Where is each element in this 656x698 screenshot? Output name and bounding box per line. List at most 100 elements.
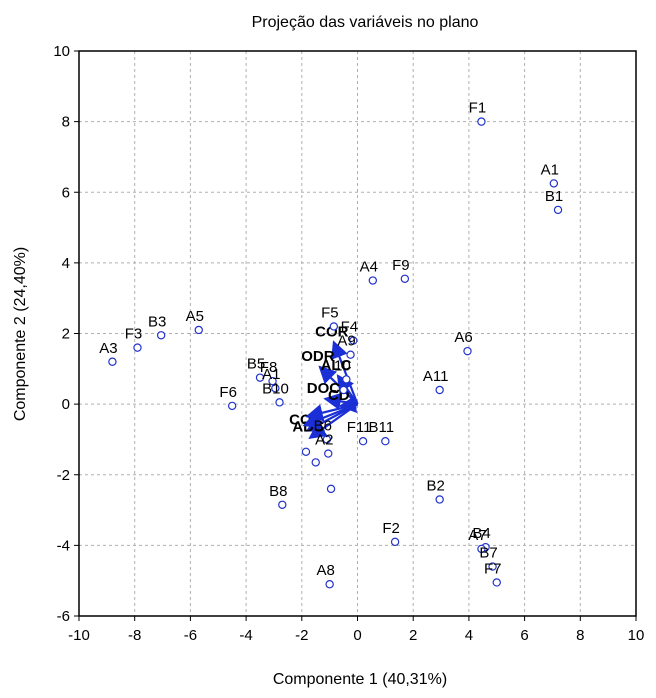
data-point bbox=[553, 205, 563, 215]
variable-vector-label: COR bbox=[315, 323, 349, 340]
chart-title: Projeção das variáveis no plano bbox=[252, 14, 479, 31]
x-tick-label: -8 bbox=[128, 627, 141, 644]
variable-vector bbox=[302, 403, 358, 428]
x-axis-title: Componente 1 (40,31%) bbox=[273, 671, 447, 688]
data-point bbox=[329, 322, 339, 331]
data-point-label: B7 bbox=[479, 545, 497, 562]
data-point bbox=[381, 437, 390, 446]
data-point-label: F2 bbox=[382, 520, 400, 537]
variable-vector-label: ALC bbox=[321, 357, 352, 374]
data-point bbox=[133, 343, 142, 352]
variable-vector bbox=[308, 403, 359, 439]
y-tick-label: 4 bbox=[62, 255, 70, 272]
data-point-label: A8 bbox=[316, 562, 334, 579]
data-point bbox=[477, 117, 486, 126]
x-tick-label: 6 bbox=[520, 627, 528, 644]
data-point-label: A11 bbox=[423, 368, 449, 385]
data-point bbox=[492, 578, 501, 587]
data-point bbox=[326, 484, 336, 494]
data-point-label: A4 bbox=[360, 259, 378, 276]
data-point bbox=[358, 437, 368, 446]
x-tick-label: -4 bbox=[239, 627, 252, 644]
data-point bbox=[435, 385, 444, 395]
data-point-label: A1 bbox=[541, 161, 559, 178]
data-point-label: B6 bbox=[314, 417, 332, 434]
data-point bbox=[325, 580, 334, 589]
data-point-label: F9 bbox=[392, 257, 410, 274]
x-tick-label: 2 bbox=[409, 627, 417, 644]
axis-ticks: -10 -8 -6 -4 -2 0 2 4 6 8 10 -6 -4 -2 0 2 4 6 8 10 bbox=[53, 43, 644, 644]
data-point-label: A1 bbox=[262, 366, 280, 383]
x-tick-label: 0 bbox=[353, 627, 361, 644]
data-point-label: A6 bbox=[454, 329, 472, 346]
data-point bbox=[278, 500, 287, 509]
data-point-label: B10 bbox=[262, 380, 289, 397]
data-point bbox=[463, 346, 472, 356]
y-tick-label: 0 bbox=[62, 396, 70, 413]
data-point-label: F5 bbox=[321, 304, 339, 321]
data-point bbox=[324, 449, 333, 458]
y-tick-label: -2 bbox=[57, 467, 70, 484]
data-point-label: F11 bbox=[347, 419, 372, 436]
data-point-label: F1 bbox=[469, 100, 487, 117]
data-point-label: F6 bbox=[219, 384, 237, 401]
data-point-label: F8 bbox=[260, 359, 278, 376]
grid-lines bbox=[79, 51, 636, 616]
data-point-label: 10 bbox=[334, 357, 351, 374]
x-tick-label: -6 bbox=[184, 627, 197, 644]
data-point-label: A7 bbox=[468, 527, 486, 544]
data-point-label: B8 bbox=[269, 483, 287, 500]
data-point bbox=[227, 401, 237, 411]
data-point bbox=[342, 375, 351, 384]
y-tick-label: -4 bbox=[57, 537, 70, 554]
data-point-label: B3 bbox=[148, 313, 166, 330]
y-tick-label: 2 bbox=[62, 326, 70, 343]
y-axis-title: Componente 2 (24,40%) bbox=[12, 247, 29, 421]
data-point-label: F3 bbox=[125, 326, 143, 343]
data-point bbox=[390, 537, 400, 547]
data-point bbox=[301, 447, 311, 456]
variable-vector bbox=[331, 340, 359, 405]
x-tick-label: -2 bbox=[295, 627, 308, 644]
data-point bbox=[400, 274, 410, 283]
y-tick-label: -6 bbox=[57, 608, 70, 625]
data-point bbox=[349, 336, 358, 345]
y-tick-label: 10 bbox=[53, 43, 70, 60]
data-point-label: B2 bbox=[426, 477, 444, 494]
data-point bbox=[255, 373, 265, 382]
data-point-label: A9 bbox=[337, 333, 355, 350]
data-point-label: A3 bbox=[99, 340, 117, 357]
x-tick-label: 8 bbox=[576, 627, 584, 644]
x-tick-label: 10 bbox=[628, 627, 645, 644]
y-tick-label: 6 bbox=[62, 184, 70, 201]
data-point-label: A5 bbox=[186, 308, 204, 325]
x-tick-label: 4 bbox=[465, 627, 473, 644]
data-point-label: F7 bbox=[484, 560, 502, 577]
data-point-label: B1 bbox=[545, 188, 563, 205]
data-point bbox=[549, 179, 559, 188]
data-point bbox=[108, 357, 117, 366]
data-point-label: F4 bbox=[341, 319, 359, 336]
data-point bbox=[339, 385, 348, 395]
data-point-label: A2 bbox=[315, 432, 333, 449]
data-point bbox=[477, 544, 486, 554]
data-point bbox=[311, 458, 320, 467]
data-point bbox=[368, 276, 378, 285]
data-point-label: B5 bbox=[247, 356, 265, 373]
data-point bbox=[488, 562, 497, 571]
data-point bbox=[435, 495, 444, 504]
variable-vector-label: ODR bbox=[301, 348, 335, 365]
data-point bbox=[271, 384, 280, 393]
variable-vector-label: DOC bbox=[307, 380, 341, 397]
data-point-label: B4 bbox=[472, 525, 490, 542]
data-point bbox=[322, 435, 332, 444]
data-point bbox=[275, 398, 284, 407]
data-point-label: B11 bbox=[369, 419, 395, 436]
data-point bbox=[346, 350, 355, 359]
x-tick-label: -10 bbox=[68, 627, 90, 644]
y-tick-label: 8 bbox=[62, 114, 70, 131]
data-point bbox=[268, 376, 277, 386]
